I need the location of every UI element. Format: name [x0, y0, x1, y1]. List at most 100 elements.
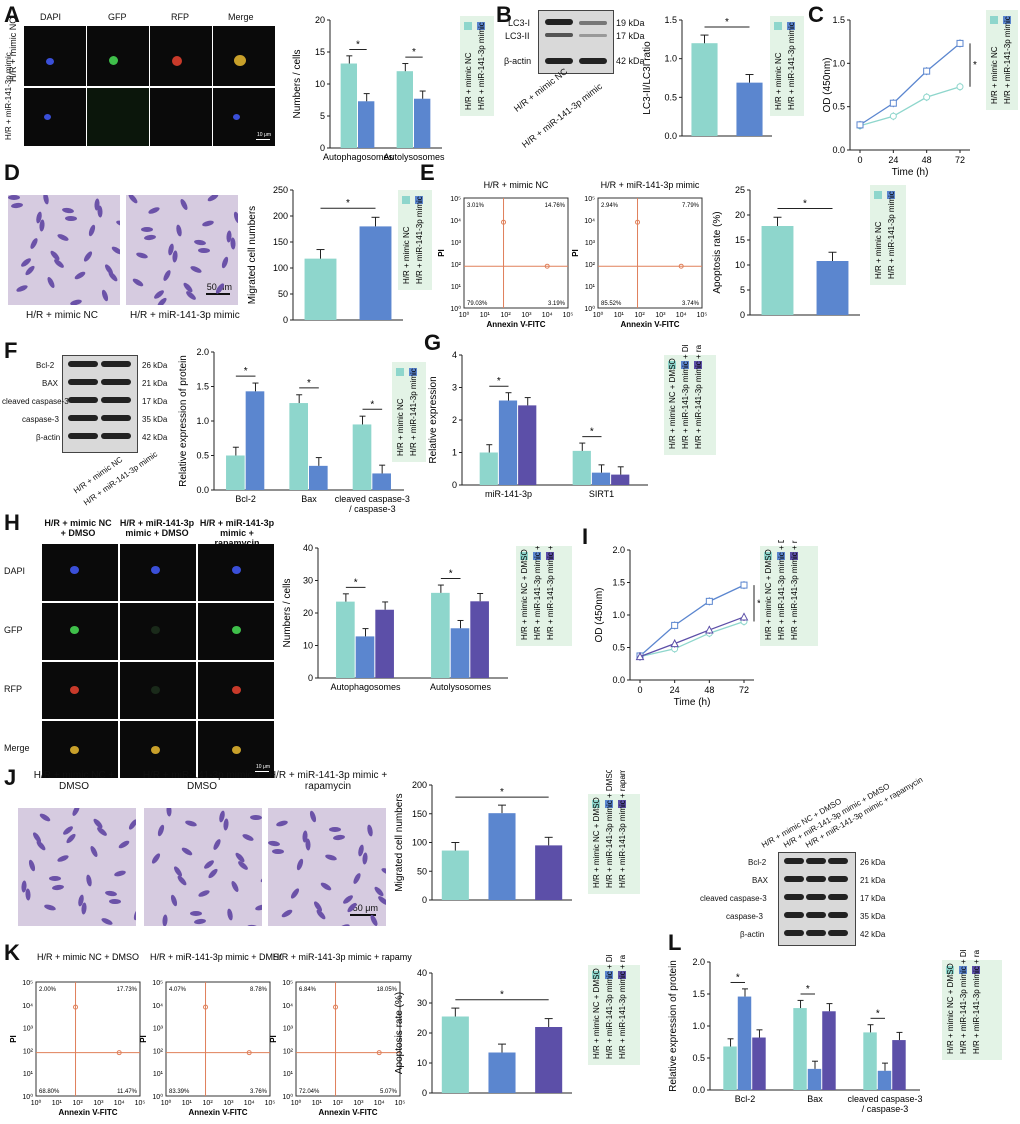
y-tick-label: 30 — [417, 998, 427, 1008]
stained-cell — [254, 903, 262, 912]
cell-nucleus — [70, 626, 79, 634]
image-caption: H/R + miR-141-3p mimic — [130, 310, 240, 321]
chart-c: 0.0 0.5 1.0 1.5 OD (450nm) 0 24 48 72 Time (h) * H/… — [822, 10, 1018, 178]
legend-entry: H/R + mimic NC + DMSO — [946, 963, 955, 1054]
legend-entry: H/R + mimic NC + DMSO — [520, 549, 529, 640]
cell-nucleus — [232, 746, 241, 754]
stained-cell — [171, 250, 178, 264]
bar — [355, 636, 375, 678]
kda-label: 35 kDa — [860, 912, 886, 921]
y-tick-label: 0 — [422, 895, 427, 905]
band — [545, 58, 573, 64]
quadrant-value: 17.73% — [117, 987, 138, 993]
legend-entry: H/R + miR-141-3p mimic — [415, 196, 424, 284]
bar — [793, 1008, 807, 1090]
x-tick-label: 0 — [857, 155, 862, 165]
chart-h: 0 10 20 30 40 Numbers / cells Autophagosomes * A… — [282, 543, 508, 692]
legend-entry: H/R + miR-141-3p mimic + rapamycin — [694, 345, 703, 449]
gate-point — [333, 1004, 339, 1010]
micrograph-a-merge-mimic: 10 μm — [213, 88, 275, 146]
stained-cell — [38, 812, 52, 823]
legend-swatch — [592, 800, 600, 808]
flow-plot-k-3: H/R + miR-141-3p mimic + rapamycin 10⁰10⁰… — [270, 952, 412, 1117]
y-tick-label: 25 — [735, 185, 745, 195]
y-tick-label: 10 — [315, 79, 325, 89]
y-tick-label: 0.5 — [832, 102, 845, 112]
y-tick-label: 2.0 — [612, 545, 625, 555]
scale-bar — [255, 771, 269, 772]
x-tick-label: / caspase-3 — [349, 504, 396, 514]
chart-i: 0.0 0.5 1.0 1.5 2.0 OD (450nm) 0 24 48 72 Time (h)… — [594, 540, 818, 708]
micrograph-h — [120, 662, 196, 719]
legend-bg — [870, 185, 906, 285]
y-tick-label: 2.0 — [692, 957, 705, 967]
y-tick-label: 40 — [417, 968, 427, 978]
x-tick-label: 10⁰ — [593, 311, 604, 319]
legend-entry: H/R + miR-141-3p mimic — [1003, 16, 1012, 104]
blot-l — [778, 852, 856, 946]
x-tick-label: 10² — [501, 312, 512, 319]
legend-entry: H/R + miR-141-3p mimic + rapamycin — [618, 955, 627, 1059]
data-point — [889, 112, 897, 120]
stained-cell — [110, 244, 120, 256]
sig-star: * — [590, 427, 594, 438]
stained-cell — [51, 883, 65, 891]
legend-swatch — [764, 552, 772, 560]
stained-cell — [166, 808, 172, 817]
data-point — [635, 652, 645, 661]
y-tick-label: 10⁵ — [152, 980, 163, 987]
gate-point — [376, 1050, 382, 1056]
transwell-image-j-3: 50 μm — [268, 808, 386, 926]
band — [784, 858, 804, 864]
blot-label: β-actin — [36, 433, 61, 442]
data-point — [889, 99, 897, 107]
y-tick-label: 10⁰ — [282, 1093, 293, 1101]
chart-a: 0 5 10 15 20 Numbers / cells Autophagosomes * Au… — [292, 15, 445, 162]
micrograph-a-gfp-mimic — [87, 88, 149, 146]
data-point — [705, 597, 713, 605]
bar — [375, 609, 394, 678]
y-tick-label: 10² — [451, 262, 462, 269]
stained-cell — [280, 907, 294, 919]
legend-bg — [942, 960, 1002, 1060]
quadrant-value: 6.84% — [299, 987, 317, 993]
stained-cell — [115, 219, 120, 228]
stained-cell — [197, 888, 211, 898]
y-tick-label: 10⁰ — [22, 1093, 33, 1101]
micrograph-h — [198, 544, 274, 601]
cell-nucleus — [232, 686, 241, 694]
panel-label-b: B — [496, 2, 512, 27]
col-label-gfp: GFP — [108, 12, 127, 22]
stained-cell — [380, 867, 386, 877]
legend-swatch — [959, 966, 967, 974]
legend-swatch — [618, 971, 626, 979]
x-tick-label: / caspase-3 — [862, 1104, 909, 1114]
gate-point — [203, 1004, 209, 1010]
quadrant-value: 68.80% — [39, 1089, 60, 1095]
legend-entry: H/R + mimic NC — [396, 398, 405, 456]
series-line — [639, 584, 745, 657]
gate-point — [544, 263, 550, 269]
legend-swatch — [605, 800, 613, 808]
band — [806, 912, 826, 918]
legend-swatch — [520, 552, 528, 560]
y-tick-label: 0.5 — [196, 451, 209, 461]
scale-bar-label: 10 μm — [256, 764, 270, 770]
image-caption: H/R + miR-141-3p mimic + rapamycin — [268, 770, 388, 792]
y-axis-label: Numbers / cells — [292, 50, 303, 119]
y-axis-label: Relative expression of protein — [178, 355, 189, 487]
row-label: DAPI — [4, 566, 26, 576]
bar — [752, 1037, 766, 1090]
sig-star: * — [307, 378, 311, 389]
y-tick-label: 0.5 — [692, 1053, 705, 1063]
legend-swatch — [618, 800, 626, 808]
band — [101, 415, 131, 421]
legend-d: H/R + mimic NC H/R + miR-141-3p mimic — [398, 190, 432, 290]
stained-cell — [108, 898, 121, 904]
band — [545, 33, 573, 37]
bar — [372, 473, 391, 490]
y-tick-label: 100 — [412, 838, 427, 848]
flow-frame — [597, 197, 703, 309]
micrograph-a-rfp-nc — [150, 26, 212, 86]
y-tick-label: 40 — [303, 543, 313, 553]
